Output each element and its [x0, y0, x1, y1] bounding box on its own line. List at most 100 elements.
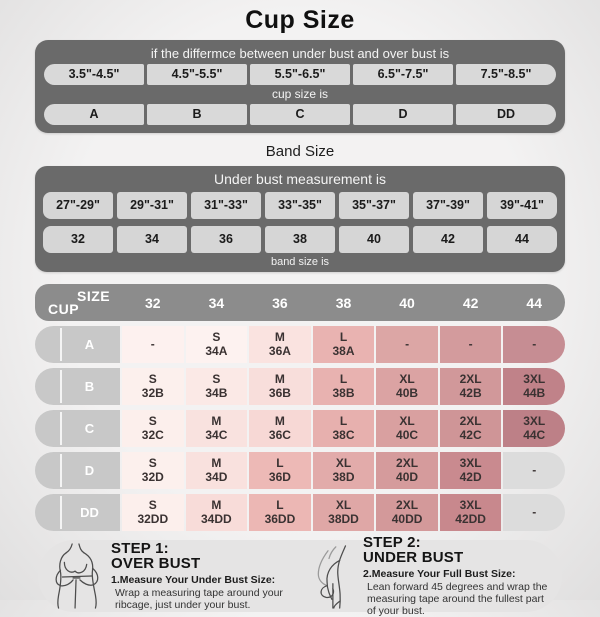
size-cell: 3XL 44C: [503, 410, 565, 447]
measuring-steps-panel: STEP 1: OVER BUST 1.Measure Your Under B…: [38, 535, 562, 617]
size-cell: 3XL 42D: [439, 452, 502, 489]
cup-result-caption: cup size is: [271, 87, 329, 101]
matrix-row-a: A - S 34A M 36A L 38A - - -: [35, 326, 565, 363]
cup-row-label: A: [35, 326, 120, 363]
size-label: 2XL: [396, 498, 419, 512]
size-cell: -: [376, 326, 438, 363]
corner-cup-label: CUP: [48, 301, 80, 317]
column-header: 44: [526, 294, 542, 311]
size-chart-page: Cup Size if the differmce between under …: [35, 6, 565, 617]
size-cell: S 34A: [185, 326, 248, 363]
size-code: 34DD: [201, 511, 232, 526]
size-label: XL: [399, 372, 415, 386]
size-code: 34C: [205, 427, 228, 442]
size-label: 3XL: [523, 414, 546, 428]
step-1-subtitle: OVER BUST: [111, 555, 201, 572]
size-code: 36A: [268, 343, 291, 358]
column-header: 32: [144, 294, 161, 311]
size-label: XL: [335, 456, 352, 470]
size-cell: -: [503, 494, 565, 531]
size-label: L: [276, 498, 284, 512]
size-label: -: [468, 336, 473, 351]
size-label: XL: [335, 498, 352, 512]
column-header: 36: [272, 294, 288, 311]
size-code: 34A: [205, 343, 228, 358]
matrix-row-c: C S 32C M 34C M 36C L 38C XL 40C 2XL 42C 3XL 44…: [35, 410, 565, 447]
size-code: 38B: [332, 385, 355, 400]
cup-row-label: B: [35, 368, 120, 405]
size-code: 32C: [141, 427, 164, 442]
size-label: 3XL: [459, 456, 482, 470]
size-code: 44C: [523, 427, 546, 442]
size-cell: 2XL 42B: [439, 368, 502, 405]
size-code: 36B: [268, 385, 291, 400]
band-number-row: 32 34 36 38 40 42 44: [43, 226, 557, 253]
size-code: 40C: [396, 427, 419, 442]
size-label: S: [148, 372, 157, 386]
band-size-title: Band Size: [265, 143, 335, 160]
size-code: 36DD: [264, 511, 296, 526]
diff-range-pill: 3.5"-4.5": [44, 64, 144, 85]
size-code: 36C: [268, 427, 291, 442]
underbust-range-pill: 39"-41": [487, 192, 557, 219]
size-label: L: [339, 372, 348, 386]
cup-diff-range-row: 3.5"-4.5" 4.5"-5.5" 5.5"-6.5" 6.5"-7.5" …: [44, 64, 556, 85]
size-cell: S 32DD: [122, 494, 184, 531]
size-cell: 2XL 42C: [439, 410, 502, 447]
size-code: 38DD: [328, 511, 359, 526]
size-label: S: [148, 414, 157, 428]
step-2-text: STEP 2: UNDER BUST 2.Measure Your Full B…: [363, 535, 552, 617]
size-label: 2XL: [459, 414, 482, 428]
size-label: -: [150, 336, 155, 351]
size-code: 32D: [141, 469, 164, 484]
column-header: 42: [462, 294, 479, 311]
step-2-lead: 2.Measure Your Full Bust Size:: [363, 568, 516, 580]
size-cell: S 32B: [122, 368, 184, 405]
under-bust-figure-icon: [300, 543, 358, 609]
size-label: L: [276, 456, 284, 470]
size-label: 3XL: [459, 498, 482, 512]
size-label: S: [212, 372, 221, 386]
size-cell: XL 38D: [312, 452, 375, 489]
size-cell: -: [503, 452, 565, 489]
size-code: 44B: [523, 385, 546, 400]
underbust-range-pill: 37"-39": [413, 192, 483, 219]
size-code: 38A: [332, 343, 355, 358]
size-cell: -: [122, 326, 184, 363]
cup-letter-pill: D: [353, 104, 453, 125]
matrix-row-d: D S 32D M 34D L 36D XL 38D 2XL 40D 3XL 42D -: [35, 452, 565, 489]
cup-letter-pill: C: [250, 104, 350, 125]
size-cell: L 38A: [312, 326, 375, 363]
band-number-pill: 40: [339, 226, 409, 253]
band-number-pill: 34: [117, 226, 187, 253]
size-label: -: [532, 462, 537, 477]
underbust-range-row: 27"-29" 29"-31" 31"-33" 33"-35" 35"-37" …: [43, 192, 557, 219]
size-cell: S 34B: [185, 368, 248, 405]
band-number-pill: 32: [43, 226, 113, 253]
step-2-subtitle: UNDER BUST: [363, 549, 464, 566]
size-code: 32DD: [137, 511, 169, 526]
cup-letter-pill: A: [44, 104, 144, 125]
size-code: 38C: [332, 427, 355, 442]
size-code: 34B: [205, 385, 228, 400]
band-number-pill: 38: [265, 226, 335, 253]
size-label: -: [532, 504, 537, 519]
size-cell: M 36B: [249, 368, 311, 405]
cup-size-panel: if the differmce between under bust and …: [35, 40, 565, 133]
diff-range-pill: 5.5"-6.5": [250, 64, 350, 85]
matrix-row-dd: DD S 32DD M 34DD L 36DD XL 38DD 2XL 40DD 3XL 4…: [35, 494, 565, 531]
size-label: S: [212, 330, 221, 344]
step-2-title: STEP 2:: [363, 534, 421, 551]
band-condition-caption: Under bust measurement is: [214, 171, 386, 187]
step-1-title: STEP 1:: [111, 540, 169, 557]
size-label: 3XL: [523, 372, 546, 386]
size-code: 42C: [459, 427, 482, 442]
size-code: 36D: [268, 469, 291, 484]
diff-range-pill: 6.5"-7.5": [353, 64, 453, 85]
size-cell: L 38C: [312, 410, 375, 447]
size-label: M: [211, 414, 222, 428]
cup-row-label: DD: [35, 494, 120, 531]
cup-condition-caption: if the differmce between under bust and …: [150, 46, 450, 61]
column-header: 38: [335, 294, 352, 311]
underbust-range-pill: 29"-31": [117, 192, 187, 219]
